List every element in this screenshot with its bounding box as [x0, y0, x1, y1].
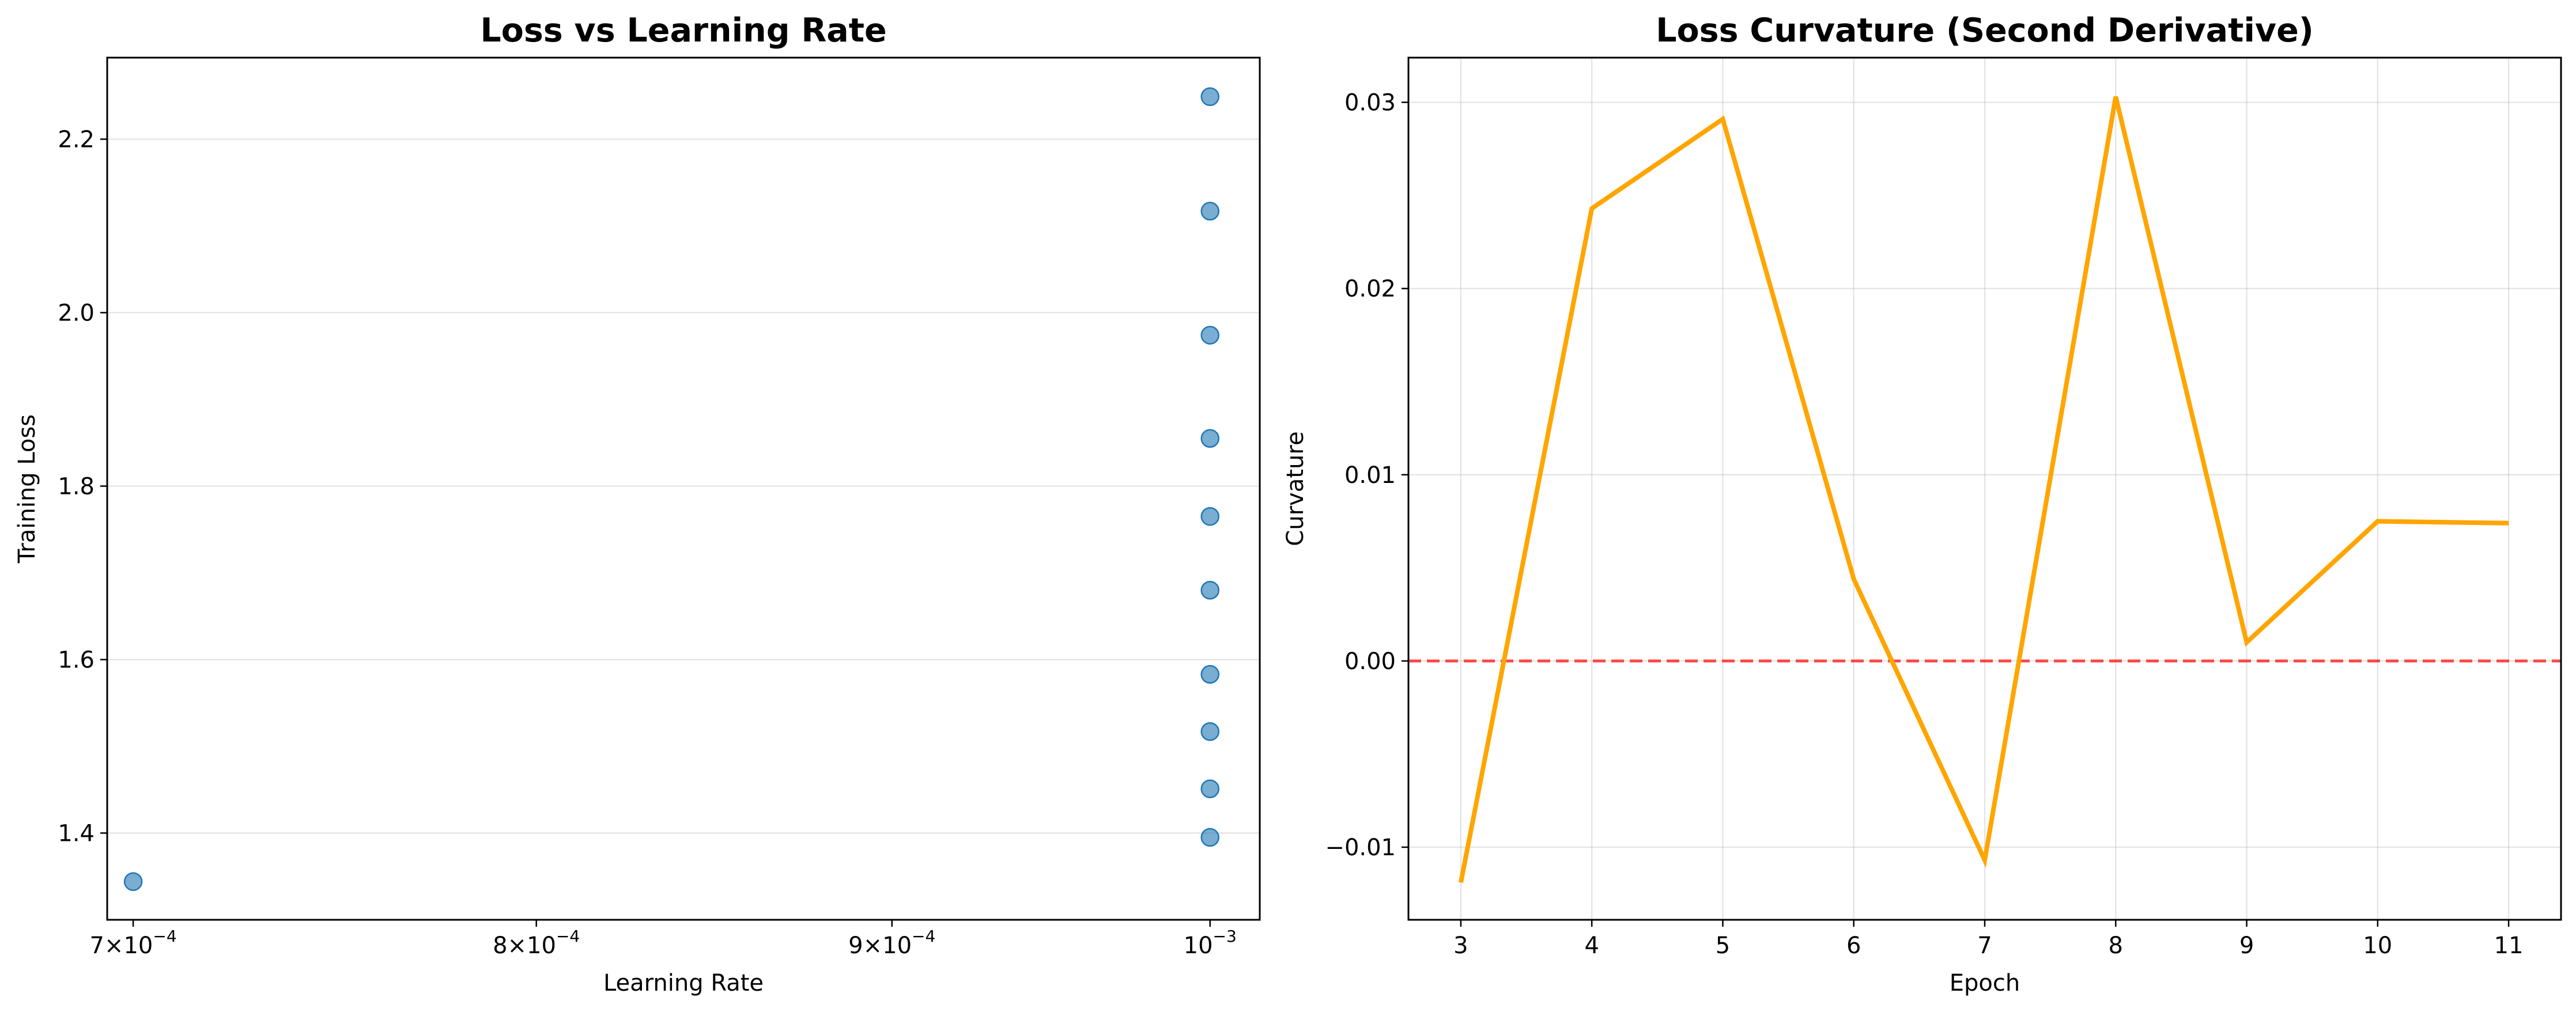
left-y-tick-label: 2.0 — [58, 300, 95, 326]
line-panel: −0.01 0.00 0.01 0.02 0.03 3 4 5 6 7 8 9 10 11 Loss C… — [1282, 12, 2562, 996]
left-y-axis-label: Training Loss — [14, 414, 40, 564]
left-x-ticks: 7×10−4 8×10−4 9×10−4 10−3 — [90, 920, 1237, 959]
scatter-panel: 1.4 1.6 1.8 2.0 2.2 7×10−4 8×10−4 9×10−4 10−3 L… — [14, 12, 1261, 996]
right-x-tick-label: 5 — [1716, 932, 1730, 959]
left-grid — [107, 138, 1260, 834]
scatter-point — [1200, 87, 1219, 106]
right-x-tick-label: 6 — [1846, 932, 1861, 959]
right-x-tick-label: 7 — [1977, 932, 1992, 959]
right-x-tick-label: 4 — [1584, 932, 1599, 959]
left-x-tick-label: 10−3 — [1184, 927, 1237, 959]
right-y-axis-label: Curvature — [1282, 431, 1309, 546]
scatter-point — [1200, 326, 1219, 345]
right-x-axis-label: Epoch — [1950, 970, 2020, 996]
left-y-tick-label: 1.8 — [58, 473, 95, 500]
left-y-tick-label: 2.2 — [58, 126, 95, 153]
scatter-point — [123, 872, 143, 892]
right-x-tick-label: 8 — [2109, 932, 2123, 959]
left-axes-frame — [106, 56, 1261, 921]
left-y-ticks: 1.4 1.6 1.8 2.0 2.2 — [58, 126, 107, 847]
right-x-tick-label: 11 — [2494, 932, 2524, 959]
right-y-tick-label: 0.01 — [1344, 462, 1396, 489]
scatter-point — [1200, 828, 1219, 847]
left-marks — [123, 87, 1219, 892]
curvature-series-line — [1458, 96, 2509, 883]
right-y-tick-label: 0.02 — [1344, 276, 1396, 303]
right-x-tick-label: 9 — [2239, 932, 2254, 959]
right-x-ticks: 3 4 5 6 7 8 9 10 11 — [1453, 920, 2524, 959]
right-y-tick-label: 0.03 — [1344, 90, 1396, 116]
left-chart-title: Loss vs Learning Rate — [480, 12, 886, 50]
right-y-tick-label: 0.00 — [1344, 648, 1396, 675]
left-x-axis-label: Learning Rate — [603, 970, 764, 996]
scatter-point — [1200, 429, 1219, 448]
scatter-point — [1200, 664, 1219, 684]
right-x-tick-label: 10 — [2363, 932, 2392, 959]
left-x-tick-label: 8×10−4 — [493, 927, 580, 959]
right-y-tick-label: −0.01 — [1325, 834, 1396, 861]
right-x-tick-label: 3 — [1453, 932, 1468, 959]
scatter-point — [1200, 722, 1219, 741]
left-y-tick-label: 1.6 — [58, 647, 95, 673]
scatter-point — [1200, 580, 1219, 600]
scatter-point — [1200, 202, 1219, 221]
left-x-tick-label: 9×10−4 — [848, 927, 935, 959]
left-x-tick-label: 7×10−4 — [90, 927, 177, 959]
left-y-tick-label: 1.4 — [58, 820, 95, 847]
scatter-point — [1200, 507, 1219, 526]
right-chart-title: Loss Curvature (Second Derivative) — [1656, 12, 2314, 50]
scatter-point — [1200, 779, 1219, 798]
right-y-ticks: −0.01 0.00 0.01 0.02 0.03 — [1325, 90, 1408, 861]
